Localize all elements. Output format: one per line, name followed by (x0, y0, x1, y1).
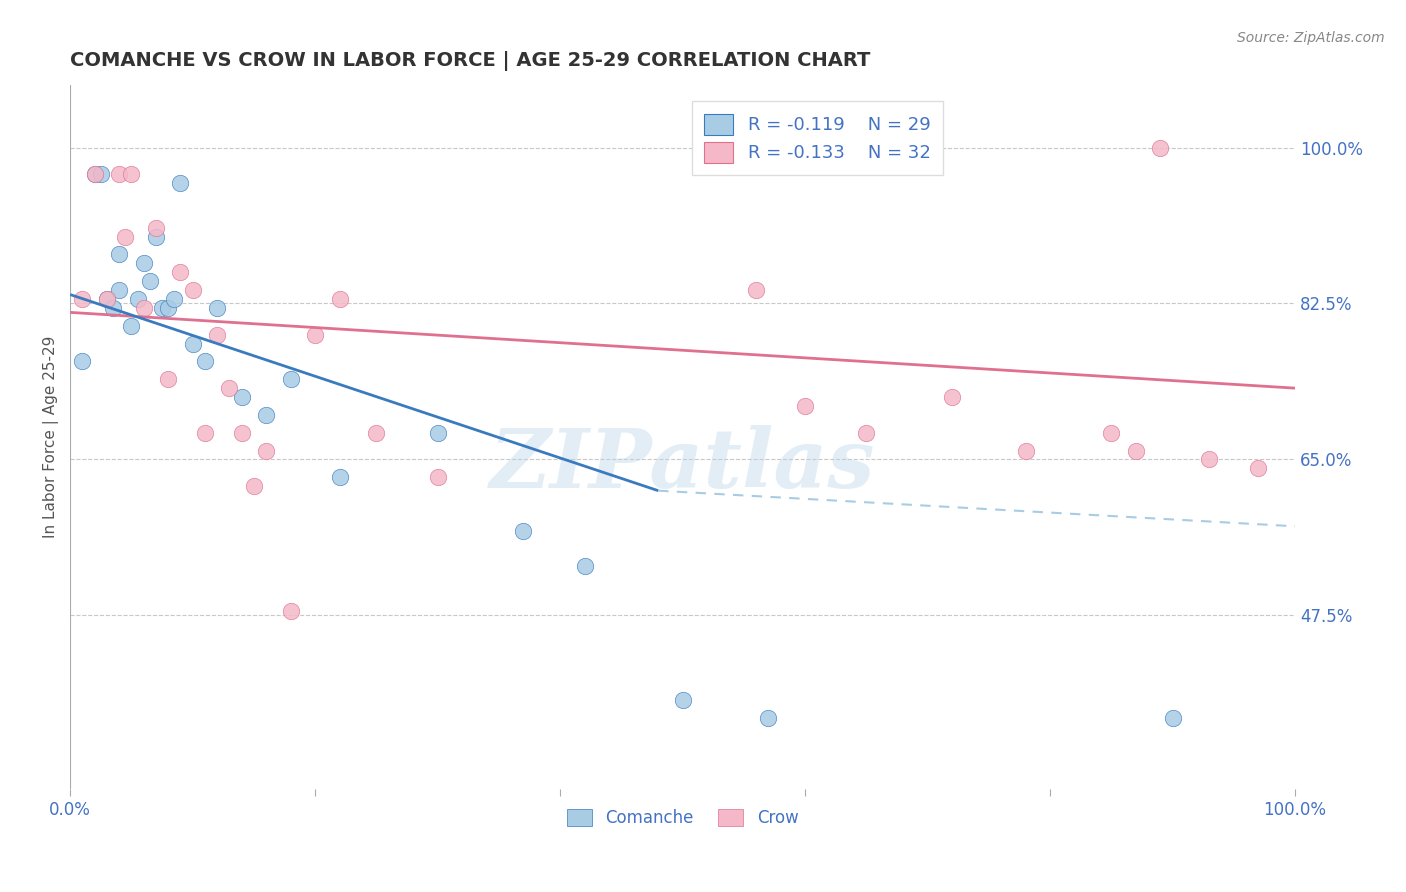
Point (96, 292, 118, 306)
Point (90, 167, 112, 181)
Point (194, 354, 217, 368)
Point (329, 470, 352, 484)
Point (855, 425, 877, 440)
Text: Source: ZipAtlas.com: Source: ZipAtlas.com (1237, 31, 1385, 45)
Point (231, 390, 253, 404)
Point (426, 425, 449, 440)
Point (254, 443, 277, 458)
Point (794, 399, 817, 413)
Point (329, 292, 352, 306)
Point (280, 604, 302, 618)
Point (304, 327, 326, 342)
Point (218, 381, 240, 395)
Legend: Comanche, Crow: Comanche, Crow (560, 802, 806, 834)
Point (127, 292, 149, 306)
Point (181, 283, 204, 297)
Point (512, 524, 534, 538)
Point (194, 425, 217, 440)
Point (101, 301, 124, 315)
Point (756, 711, 779, 725)
Point (157, 372, 180, 386)
Text: ZIPatlas: ZIPatlas (489, 425, 876, 506)
Point (96, 292, 118, 306)
Point (72, 354, 94, 368)
Point (366, 425, 388, 440)
Point (205, 301, 228, 315)
Point (280, 372, 302, 386)
Point (145, 229, 167, 244)
Point (108, 283, 131, 297)
Point (1014, 443, 1036, 458)
Point (163, 292, 186, 306)
Point (1149, 140, 1171, 154)
Point (72, 292, 94, 306)
Point (672, 693, 695, 707)
Point (139, 274, 162, 288)
Point (426, 470, 449, 484)
Point (169, 265, 191, 279)
Y-axis label: In Labor Force | Age 25-29: In Labor Force | Age 25-29 (44, 336, 59, 539)
Point (145, 220, 167, 235)
Point (745, 283, 768, 297)
Point (108, 247, 131, 261)
Point (150, 301, 173, 315)
Point (231, 425, 253, 440)
Point (205, 327, 228, 342)
Point (181, 336, 204, 351)
Point (132, 256, 155, 270)
Point (1125, 443, 1147, 458)
Point (243, 479, 266, 493)
Point (114, 229, 136, 244)
Point (108, 167, 131, 181)
Point (1161, 711, 1184, 725)
Point (1247, 461, 1270, 475)
Point (254, 408, 277, 422)
Point (574, 559, 596, 574)
Point (121, 318, 143, 333)
Point (83, 167, 105, 181)
Point (157, 301, 180, 315)
Point (83, 167, 105, 181)
Point (941, 390, 963, 404)
Text: COMANCHE VS CROW IN LABOR FORCE | AGE 25-29 CORRELATION CHART: COMANCHE VS CROW IN LABOR FORCE | AGE 25… (70, 51, 870, 70)
Point (169, 176, 191, 190)
Point (121, 167, 143, 181)
Point (1099, 425, 1122, 440)
Point (1198, 452, 1220, 467)
Point (132, 301, 155, 315)
